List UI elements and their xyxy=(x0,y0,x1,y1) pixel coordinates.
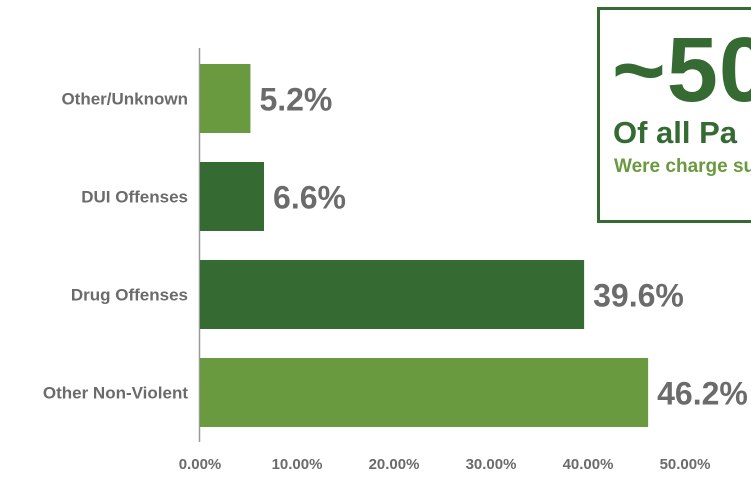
value-label-other-non-violent: 46.2% xyxy=(657,376,748,412)
x-tick-labels: 0.00% 10.00% 20.00% 30.00% 40.00% 50.00% xyxy=(179,456,711,473)
category-label-dui-offenses: DUI Offenses xyxy=(81,188,188,207)
bars-layer xyxy=(200,64,649,427)
bar-other-non-violent xyxy=(200,358,649,427)
category-label-drug-offenses: Drug Offenses xyxy=(71,286,188,305)
x-tick-label: 20.00% xyxy=(369,456,420,473)
bar-drug-offenses xyxy=(200,260,585,329)
bar-dui-offenses xyxy=(200,162,265,231)
callout-box: ~50 Of all Pa Were charge substance a xyxy=(597,7,751,223)
callout-subheadline: Of all Pa xyxy=(613,115,738,150)
value-labels: 5.2% 6.6% 39.6% 46.2% xyxy=(259,82,747,412)
x-tick-label: 50.00% xyxy=(660,456,711,473)
value-label-drug-offenses: 39.6% xyxy=(593,278,684,314)
category-label-other-unknown: Other/Unknown xyxy=(61,90,188,109)
category-labels: Other/Unknown DUI Offenses Drug Offenses Ot… xyxy=(43,90,188,403)
value-label-other-unknown: 5.2% xyxy=(259,82,332,118)
callout-description: Were charge substance a xyxy=(614,156,751,177)
x-tick-label: 30.00% xyxy=(466,456,517,473)
callout-headline: ~50 xyxy=(612,19,751,121)
bar-other-unknown xyxy=(200,64,251,133)
x-tick-label: 0.00% xyxy=(179,456,222,473)
value-label-dui-offenses: 6.6% xyxy=(273,180,346,216)
x-tick-label: 40.00% xyxy=(563,456,614,473)
category-label-other-non-violent: Other Non-Violent xyxy=(43,384,188,403)
x-tick-label: 10.00% xyxy=(272,456,323,473)
